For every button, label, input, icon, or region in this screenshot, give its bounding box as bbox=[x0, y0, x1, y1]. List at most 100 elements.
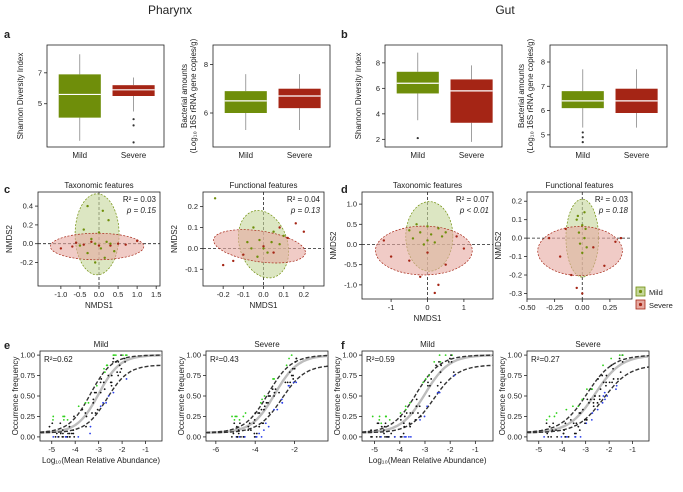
f2-stat: R²=0.27 bbox=[531, 355, 560, 364]
e1-otu-point bbox=[123, 357, 126, 360]
f1-ytick-label: 0.00 bbox=[342, 432, 357, 441]
f2-ytick-label: 0.50 bbox=[507, 392, 522, 401]
e1-otu-point bbox=[105, 401, 108, 404]
d2-point-severe bbox=[564, 227, 567, 231]
e1-otu-point bbox=[118, 364, 121, 367]
c1-point-severe bbox=[124, 243, 127, 246]
f1-otu-point bbox=[387, 436, 389, 438]
f2-frame bbox=[526, 350, 650, 442]
e2-title: Severe bbox=[254, 340, 280, 349]
f1-otu-point bbox=[380, 436, 382, 438]
e2-otu-point bbox=[238, 436, 241, 438]
e2-otu-point bbox=[288, 371, 291, 374]
f1-otu-point bbox=[388, 418, 391, 421]
d2-point-mild bbox=[577, 231, 581, 234]
e2-otu-point bbox=[244, 412, 247, 414]
d2-frame bbox=[526, 191, 633, 300]
b2-plot: 5 6 7 8 Bacterial amounts (Log₁₀ 16S rRNA gen… bbox=[517, 38, 668, 160]
d1-point-mild bbox=[415, 223, 418, 226]
a2-ytick-label: 8 bbox=[204, 60, 208, 69]
f2-otu-point bbox=[569, 418, 572, 421]
d1-point-mild bbox=[433, 241, 436, 244]
d2-plot: -0.3 -0.2 -0.1 0.0 0.1 0.2 -0.50 -0.25 0.00 0.25 N… bbox=[494, 181, 633, 312]
e1-otu-point bbox=[120, 354, 122, 356]
f1-otu-point bbox=[403, 425, 406, 428]
e1-otu-point bbox=[92, 401, 95, 404]
e2-otu-point bbox=[274, 388, 277, 391]
e1-otu-point bbox=[120, 367, 123, 370]
c2-xlabel: NMDS1 bbox=[249, 301, 278, 310]
f1-otu-point bbox=[419, 415, 422, 418]
a1-ytick-label: 7 bbox=[38, 68, 42, 77]
f1-otu-point bbox=[399, 415, 402, 418]
d2-ytick-label: -0.3 bbox=[509, 289, 522, 298]
e2-otu-point bbox=[268, 412, 271, 414]
f2-otu-point bbox=[552, 422, 555, 425]
e2-otu-point bbox=[232, 432, 235, 435]
f2-otu-point bbox=[597, 378, 599, 380]
e1-otu-point bbox=[95, 391, 97, 394]
b2-ytick-label: 7 bbox=[541, 82, 545, 91]
e2-otu-point bbox=[255, 436, 258, 438]
c2-point-mild bbox=[266, 251, 269, 254]
d2-point-mild bbox=[575, 218, 578, 221]
f2-otu-point bbox=[577, 405, 580, 408]
f2-otu-point bbox=[545, 418, 548, 421]
b1-frame bbox=[384, 44, 503, 148]
f1-otu-point bbox=[453, 374, 456, 377]
e2-otu-point bbox=[271, 388, 274, 391]
c1-ytick-label: 0.2 bbox=[23, 220, 33, 229]
d1-point-severe bbox=[426, 251, 429, 254]
f1-otu-point bbox=[428, 395, 431, 397]
e1-otu-point bbox=[67, 432, 69, 435]
f2-otu-point bbox=[617, 378, 619, 380]
f2-otu-point bbox=[599, 388, 602, 391]
c2-stat-r2: R² = 0.04 bbox=[287, 195, 321, 204]
f1-otu-point bbox=[384, 422, 387, 425]
c2-ytick-label: -0.1 bbox=[185, 265, 198, 274]
e1-otu-point bbox=[96, 408, 99, 411]
a1-category-label: Mild bbox=[72, 151, 87, 160]
c1-point-mild bbox=[103, 256, 106, 259]
b2-category-label: Mild bbox=[575, 151, 590, 160]
panel-label-c: c bbox=[4, 184, 10, 196]
f2-fit-curve bbox=[526, 355, 650, 434]
e2-ci-lower bbox=[206, 365, 329, 434]
d2-point-severe bbox=[614, 240, 617, 244]
d1-stat-p: p < 0.01 bbox=[459, 206, 489, 215]
e1-otu-point bbox=[104, 371, 106, 374]
b2-outlier bbox=[581, 131, 584, 134]
e2-otu-point bbox=[260, 408, 263, 411]
f2-otu-point bbox=[602, 364, 604, 367]
f1-otu-point bbox=[438, 391, 441, 394]
f1-otu-point bbox=[408, 422, 411, 425]
f1-otu-point bbox=[429, 384, 431, 387]
f2-otu-point bbox=[581, 398, 584, 401]
e2-ylabel: Occurrence frequency bbox=[177, 357, 186, 436]
c2-stat-p: p = 0.13 bbox=[290, 206, 321, 215]
f2-xtick-label: -4 bbox=[559, 445, 566, 454]
f1-otu-point bbox=[383, 425, 386, 428]
f1-otu-point bbox=[383, 432, 385, 435]
f1-otu-point bbox=[444, 354, 447, 356]
e1-otu-point bbox=[109, 381, 112, 384]
c2-point-severe bbox=[221, 263, 225, 267]
e1-otu-point bbox=[84, 401, 87, 404]
a2-plot: 6 8 Bacterial amounts (Log₁₀ 16S rRNA gene … bbox=[180, 38, 331, 160]
e1-otu-point bbox=[94, 412, 97, 414]
f1-xtick-label: -5 bbox=[371, 445, 378, 454]
e2-otu-point bbox=[291, 367, 294, 370]
c1-point-mild bbox=[99, 247, 103, 250]
b1-ytick-label: 4 bbox=[376, 109, 380, 118]
c2-point-severe bbox=[272, 251, 275, 254]
d2-point-mild bbox=[583, 236, 586, 240]
e1-otu-point bbox=[95, 384, 98, 387]
f2-otu-point bbox=[546, 432, 549, 435]
e1-otu-point bbox=[66, 436, 69, 438]
e1-otu-point bbox=[106, 364, 109, 367]
f1-otu-point bbox=[426, 384, 429, 387]
f2-otu-point bbox=[548, 415, 551, 418]
e1-ytick-label: 1.00 bbox=[20, 351, 35, 360]
d2-point-mild bbox=[585, 246, 588, 249]
f1-otu-point bbox=[439, 371, 442, 374]
